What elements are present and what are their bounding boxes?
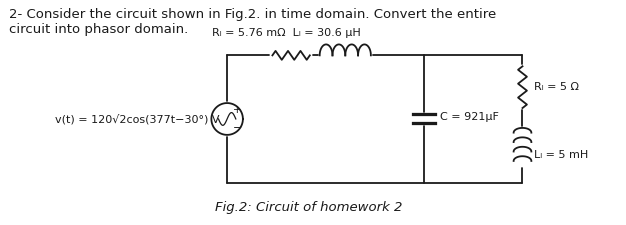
- Text: +: +: [233, 105, 242, 115]
- Text: 2- Consider the circuit shown in Fig.2. in time domain. Convert the entire
circu: 2- Consider the circuit shown in Fig.2. …: [9, 8, 496, 36]
- Text: C = 921μF: C = 921μF: [440, 112, 499, 122]
- Text: Fig.2: Circuit of homework 2: Fig.2: Circuit of homework 2: [215, 201, 403, 214]
- Text: Rₗ = 5 Ω: Rₗ = 5 Ω: [535, 82, 579, 92]
- Text: −: −: [233, 123, 242, 133]
- Text: Rₗ = 5.76 mΩ  Lₗ = 30.6 μH: Rₗ = 5.76 mΩ Lₗ = 30.6 μH: [212, 28, 361, 38]
- Text: v(t) = 120√2cos(377t−30°) V: v(t) = 120√2cos(377t−30°) V: [54, 114, 219, 124]
- Text: Lₗ = 5 mH: Lₗ = 5 mH: [535, 150, 588, 160]
